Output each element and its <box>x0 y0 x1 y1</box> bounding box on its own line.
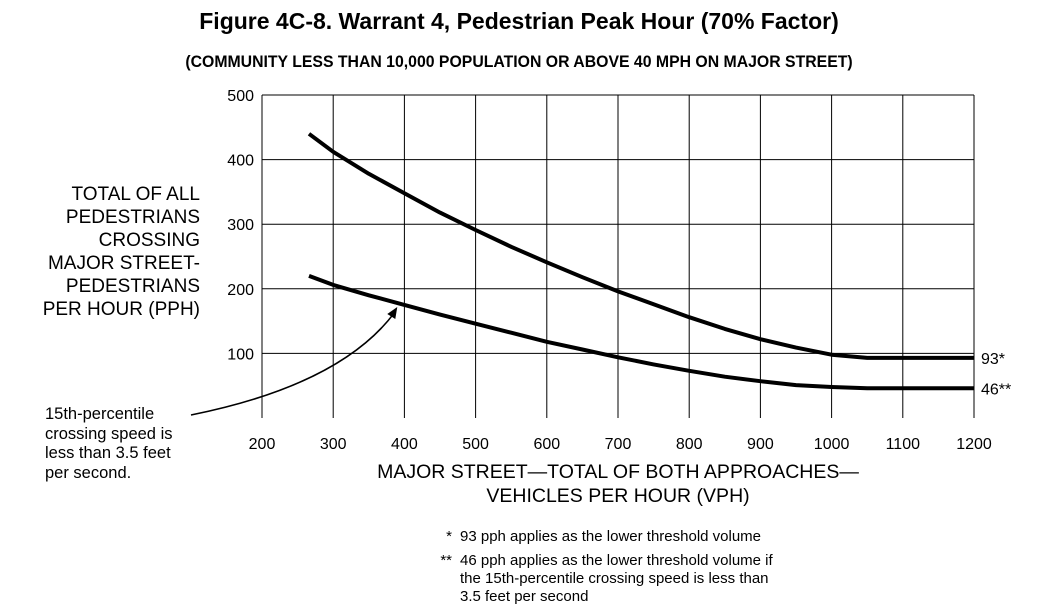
annotation-line: per second. <box>45 463 132 482</box>
y-tick-label: 200 <box>227 282 254 299</box>
y-axis-label-line: PEDESTRIANS <box>65 207 200 228</box>
x-tick-label: 700 <box>605 436 632 453</box>
annotation-line: crossing speed is <box>45 424 173 443</box>
y-axis-label-line: PER HOUR (PPH) <box>42 299 200 320</box>
figure-subtitle: (COMMUNITY LESS THAN 10,000 POPULATION O… <box>185 52 853 71</box>
x-tick-label: 900 <box>747 436 774 453</box>
annotation-line: 15th-percentile <box>45 405 155 423</box>
x-tick-label: 600 <box>533 436 560 453</box>
y-axis-label-line: TOTAL OF ALL <box>71 184 200 205</box>
curve-upper <box>307 132 974 360</box>
x-tick-label: 1000 <box>814 436 850 453</box>
y-axis-label-line: PEDESTRIANS <box>65 276 200 297</box>
x-axis-label: MAJOR STREET—TOTAL OF BOTH APPROACHES— V… <box>262 460 974 508</box>
x-tick-label: 500 <box>462 436 489 453</box>
footnote-mark: ** <box>440 552 452 569</box>
curve-lower <box>308 274 974 391</box>
curve-end-label: 46** <box>981 381 1011 398</box>
curve-annotation: 15th-percentile crossing speed is less t… <box>45 405 172 483</box>
y-tick-label: 100 <box>227 346 254 363</box>
footnote-line: the 15th-percentile crossing speed is le… <box>460 570 769 587</box>
footnote-line: 93 pph applies as the lower threshold vo… <box>460 528 762 545</box>
annotation-arrow-line <box>190 312 395 416</box>
x-tick-label: 200 <box>249 436 276 453</box>
annotation-line: less than 3.5 feet <box>45 444 171 462</box>
y-axis-label-line: CROSSING <box>98 230 200 251</box>
footnote-2: ** 46 pph applies as the lower threshold… <box>432 552 773 606</box>
figure-title: Figure 4C-8. Warrant 4, Pedestrian Peak … <box>199 8 839 34</box>
y-tick-label: 300 <box>227 217 254 234</box>
x-axis-label-line: VEHICLES PER HOUR (VPH) <box>486 485 750 507</box>
x-tick-label: 1100 <box>886 436 921 453</box>
x-tick-label: 300 <box>320 436 347 453</box>
y-axis-label: TOTAL OF ALL PEDESTRIANS CROSSING MAJOR … <box>10 183 200 321</box>
y-tick-label: 400 <box>227 153 254 170</box>
footnote-line: 46 pph applies as the lower threshold vo… <box>460 552 773 569</box>
x-tick-label: 400 <box>391 436 418 453</box>
x-axis-label-line: MAJOR STREET—TOTAL OF BOTH APPROACHES— <box>377 461 859 483</box>
curve-end-label: 93* <box>981 351 1005 368</box>
y-axis-label-line: MAJOR STREET- <box>47 253 200 274</box>
footnote-1: * 93 pph applies as the lower threshold … <box>432 528 761 546</box>
footnote-mark: * <box>446 528 452 545</box>
x-tick-label: 1200 <box>956 436 992 453</box>
x-tick-label: 800 <box>676 436 703 453</box>
annotation-arrow-head <box>387 306 398 319</box>
y-tick-label: 500 <box>227 88 254 105</box>
footnote-line: 3.5 feet per second <box>460 588 589 605</box>
